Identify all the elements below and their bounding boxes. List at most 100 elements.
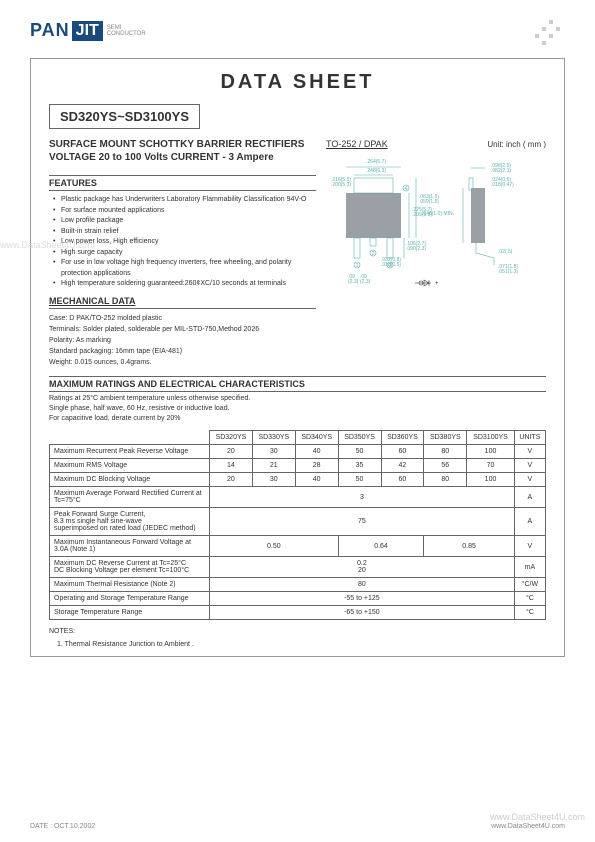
svg-text:.018(0.5): .018(0.5) [381, 262, 401, 268]
row-label: Peak Forward Surge Current, 8.3 ms singl… [50, 508, 210, 536]
row-label: Maximum Recurrent Peak Reverse Voltage [50, 445, 210, 459]
row-label: Maximum Thermal Resistance (Note 2) [50, 578, 210, 592]
unit-cell: mA [514, 557, 545, 578]
table-cell: -55 to +125 [210, 592, 515, 606]
max-note-1: Ratings at 25°C ambient temperature unle… [49, 395, 546, 402]
package-label: TO-252 / DPAK [326, 139, 388, 149]
table-cell: 0.64 [338, 536, 424, 557]
table-header: SD340YS [295, 431, 338, 445]
feature-item: Plastic package has Underwriters Laborat… [53, 195, 316, 206]
table-row: Storage Temperature Range-65 to +150°C [50, 606, 546, 620]
table-cell: 100 [467, 473, 515, 487]
table-header: SD380YS [424, 431, 467, 445]
unit-cell: A [514, 508, 545, 536]
table-cell: 14 [210, 459, 253, 473]
unit-label: Unit: inch ( mm ) [487, 140, 546, 149]
svg-text:(2.3): (2.3) [360, 279, 371, 285]
max-ratings-heading: MAXIMUM RATINGS AND ELECTRICAL CHARACTER… [49, 376, 546, 392]
logo-sub2: CONDUCTOR [107, 31, 146, 37]
logo-subtitle: SEMI CONDUCTOR [105, 25, 146, 37]
row-label: Storage Temperature Range [50, 606, 210, 620]
part-number-box: SD320YS~SD3100YS [49, 104, 200, 129]
table-cell: 20 [210, 445, 253, 459]
row-label: Operating and Storage Temperature Range [50, 592, 210, 606]
table-cell: 75 [210, 508, 515, 536]
table-row: Maximum DC Reverse Current at Tc=25°C DC… [50, 557, 546, 578]
table-cell: 60 [381, 473, 424, 487]
logo-pan: PAN [30, 20, 70, 41]
table-row: Operating and Storage Temperature Range-… [50, 592, 546, 606]
table-header: SD330YS [252, 431, 295, 445]
table-cell: 100 [467, 445, 515, 459]
voltage-current-line: VOLTAGE 20 to 100 Volts CURRENT - 3 Ampe… [49, 152, 316, 163]
ratings-table: SD320YSSD330YSSD340YSSD350YSSD360YSSD380… [49, 430, 546, 620]
svg-text:.059(1.5): .059(1.5) [419, 199, 439, 205]
svg-text:.248(6.3): .248(6.3) [366, 168, 386, 174]
unit-cell: V [514, 459, 545, 473]
row-label: Maximum RMS Voltage [50, 459, 210, 473]
table-cell: 56 [424, 459, 467, 473]
note-1: 1. Thermal Resistance Junction to Ambien… [49, 641, 546, 648]
svg-text:.02(.5): .02(.5) [498, 249, 513, 255]
table-header: SD320YS [210, 431, 253, 445]
features-heading: FEATURES [49, 175, 316, 191]
svg-text:2: 2 [372, 251, 375, 257]
table-header: SD3100YS [467, 431, 515, 445]
watermark-left: www.DataSheet4U.com [0, 240, 95, 250]
table-header [50, 431, 210, 445]
logo-jit: JIT [72, 21, 103, 41]
notes-title: NOTES: [49, 628, 546, 635]
mechanical-line: Standard packaging: 16mm tape (EIA-481) [49, 346, 316, 357]
svg-text:1: 1 [356, 263, 359, 269]
table-cell: 35 [338, 459, 381, 473]
content-frame: DATA SHEET SD320YS~SD3100YS SURFACE MOUN… [30, 58, 565, 657]
right-column: TO-252 / DPAK Unit: inch ( mm ) 1234.264… [326, 139, 546, 368]
table-cell: 0.220 [210, 557, 515, 578]
table-header: SD350YS [338, 431, 381, 445]
table-header: SD360YS [381, 431, 424, 445]
row-label: Maximum DC Reverse Current at Tc=25°C DC… [50, 557, 210, 578]
table-cell: 80 [210, 578, 515, 592]
left-column: SURFACE MOUNT SCHOTTKY BARRIER RECTIFIER… [49, 139, 316, 368]
table-cell: 30 [252, 445, 295, 459]
svg-text:.264(6.7): .264(6.7) [366, 159, 386, 165]
decorative-dots [535, 20, 565, 50]
unit-cell: V [514, 536, 545, 557]
feature-item: For use in low voltage high frequency in… [53, 258, 316, 279]
table-cell: 60 [381, 445, 424, 459]
footer-url: www.DataSheet4U.com [491, 823, 565, 830]
table-header: UNITS [514, 431, 545, 445]
table-cell: -65 to +150 [210, 606, 515, 620]
top-section: SURFACE MOUNT SCHOTTKY BARRIER RECTIFIER… [49, 139, 546, 368]
table-row: Maximum Recurrent Peak Reverse Voltage20… [50, 445, 546, 459]
table-cell: 50 [338, 473, 381, 487]
table-cell: 70 [467, 459, 515, 473]
table-cell: 50 [338, 445, 381, 459]
table-cell: 20 [210, 473, 253, 487]
svg-text:.051(1.3): .051(1.3) [498, 269, 518, 275]
unit-cell: °C [514, 606, 545, 620]
row-label: Maximum DC Blocking Voltage [50, 473, 210, 487]
table-row: Maximum Thermal Resistance (Note 2)80°C/… [50, 578, 546, 592]
row-label: Maximum Average Forward Rectified Curren… [50, 487, 210, 508]
table-cell: 0.85 [424, 536, 514, 557]
mechanical-data: Case: D PAK/TO-252 molded plasticTermina… [49, 313, 316, 369]
table-cell: 21 [252, 459, 295, 473]
max-note-2: Single phase, half wave, 60 Hz, resistiv… [49, 405, 546, 412]
feature-item: High temperature soldering guaranteed:26… [53, 279, 316, 290]
svg-text:+: + [435, 281, 439, 287]
unit-cell: V [514, 473, 545, 487]
table-cell: 30 [252, 473, 295, 487]
footer-date: DATE : OCT.10.2002 [30, 823, 95, 830]
unit-cell: V [514, 445, 545, 459]
unit-cell: °C [514, 592, 545, 606]
table-row: Peak Forward Surge Current, 8.3 ms singl… [50, 508, 546, 536]
datasheet-page: PAN JIT SEMI CONDUCTOR DATA SHEET SD320Y… [0, 0, 595, 677]
mechanical-line: Weight: 0.015 ounces, 0.4grams. [49, 357, 316, 368]
table-cell: 80 [424, 445, 467, 459]
company-logo: PAN JIT SEMI CONDUCTOR [30, 20, 146, 41]
table-cell: 80 [424, 473, 467, 487]
mechanical-heading: MECHANICAL DATA [49, 296, 316, 309]
feature-item: Low profile package [53, 216, 316, 227]
product-subtitle: SURFACE MOUNT SCHOTTKY BARRIER RECTIFIER… [49, 139, 316, 150]
